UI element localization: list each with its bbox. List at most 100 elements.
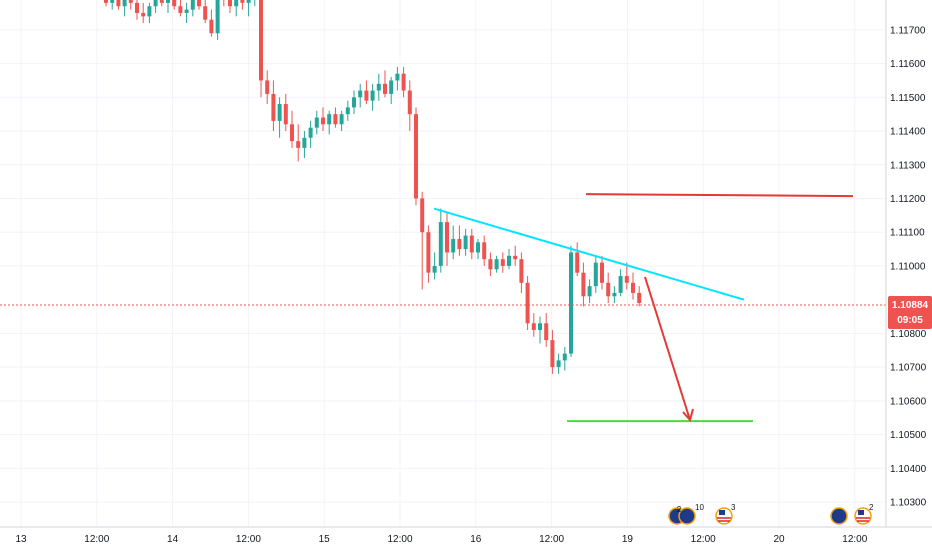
candle-body [438,222,443,266]
candle [550,330,555,374]
candle [203,0,208,24]
candle-body [259,0,263,81]
candle [612,286,617,304]
y-tick-label: 1.11400 [890,127,926,138]
candle-body [600,262,604,283]
candle-body [197,0,201,7]
candle [395,66,400,91]
candle-body [451,238,456,253]
candle [575,242,580,277]
event-flag-icon[interactable] [678,507,696,525]
candle-body [277,104,282,121]
candle [507,249,511,270]
candle-body [327,114,332,125]
candle-body [110,0,115,3]
drawings[interactable] [433,193,854,423]
candle-body [569,252,573,354]
candle [469,228,474,260]
price-scale-bg[interactable] [886,0,932,550]
candle [166,0,170,13]
economic-events[interactable]: 2 10 3 2 [668,503,874,525]
candle-body [296,141,301,148]
eu-flag-icon[interactable] [830,507,848,525]
candle-body [178,6,183,13]
candle [426,225,431,283]
candle-body [476,242,480,253]
candle [538,316,542,344]
y-tick-label: 1.10800 [890,329,927,340]
x-tick-label: 15 [319,534,331,545]
candle [228,0,232,13]
time-scale[interactable]: 13 12:00 14 12:00 15 12:00 16 12:00 19 12:00 20 12:… [15,534,867,545]
resistance-line[interactable] [585,193,854,198]
y-tick-label: 1.11300 [890,160,926,171]
candle-body [414,114,418,199]
candle [122,0,127,17]
candle [624,262,629,290]
candle [190,0,195,17]
candle [593,255,598,293]
candle-body [228,0,232,7]
candle-body [314,117,319,128]
x-tick-label: 16 [470,534,482,545]
candle [240,0,245,10]
us-flag-canton [858,510,864,515]
candle [581,262,586,307]
candle-body [383,83,387,94]
y-tick-label: 1.11500 [890,93,926,104]
candle [197,0,201,10]
event-marker-group-1[interactable]: 2 10 [668,503,704,525]
candle [178,0,183,17]
candle-body [141,12,146,17]
candle-body [166,0,170,3]
y-tick-label: 1.10300 [890,498,927,509]
y-tick-label: 1.10700 [890,363,927,374]
candle [364,80,369,105]
candles [104,0,642,374]
candle-body [507,255,511,266]
candle [271,80,276,132]
candle-body [352,97,356,108]
event-count-extra: 10 [695,503,704,512]
candle [631,272,635,300]
candle-body [457,238,462,250]
event-marker-group-3[interactable]: 2 [830,503,874,525]
y-tick-label: 1.11000 [890,261,926,272]
candle [562,346,567,371]
event-marker-group-2[interactable]: 3 [715,503,736,525]
time-scale-bg[interactable] [0,527,932,550]
candle [531,313,536,337]
event-count: 2 [677,505,682,514]
projection-arrow[interactable] [644,276,694,423]
candle-body [519,259,524,283]
x-tick-label: 19 [622,534,634,545]
candle [259,0,263,98]
candle-body [525,282,530,324]
candle [246,0,251,17]
candle [296,124,301,162]
candle [254,0,256,7]
candle [438,208,443,273]
candle [414,107,418,206]
candle-body [575,252,580,273]
candle [358,83,363,108]
candle [116,0,121,10]
candle [265,70,270,105]
candle [321,107,325,132]
descending-trendline[interactable] [433,207,745,301]
candle-body [147,6,152,17]
candle-body [432,265,437,273]
candle-body [544,323,549,341]
candle-body [606,282,611,297]
candle [209,9,214,37]
candle-body [562,353,567,361]
candle-body [240,0,245,3]
price-scale[interactable]: 1.11700 1.11600 1.11500 1.11400 1.11300 1.112… [890,25,927,508]
x-tick-label: 12:00 [842,534,867,545]
event-count: 3 [731,503,736,512]
candle-body [271,93,276,121]
y-tick-label: 1.10600 [890,396,927,407]
candle [513,245,518,266]
us-flag-stripes [856,517,870,522]
